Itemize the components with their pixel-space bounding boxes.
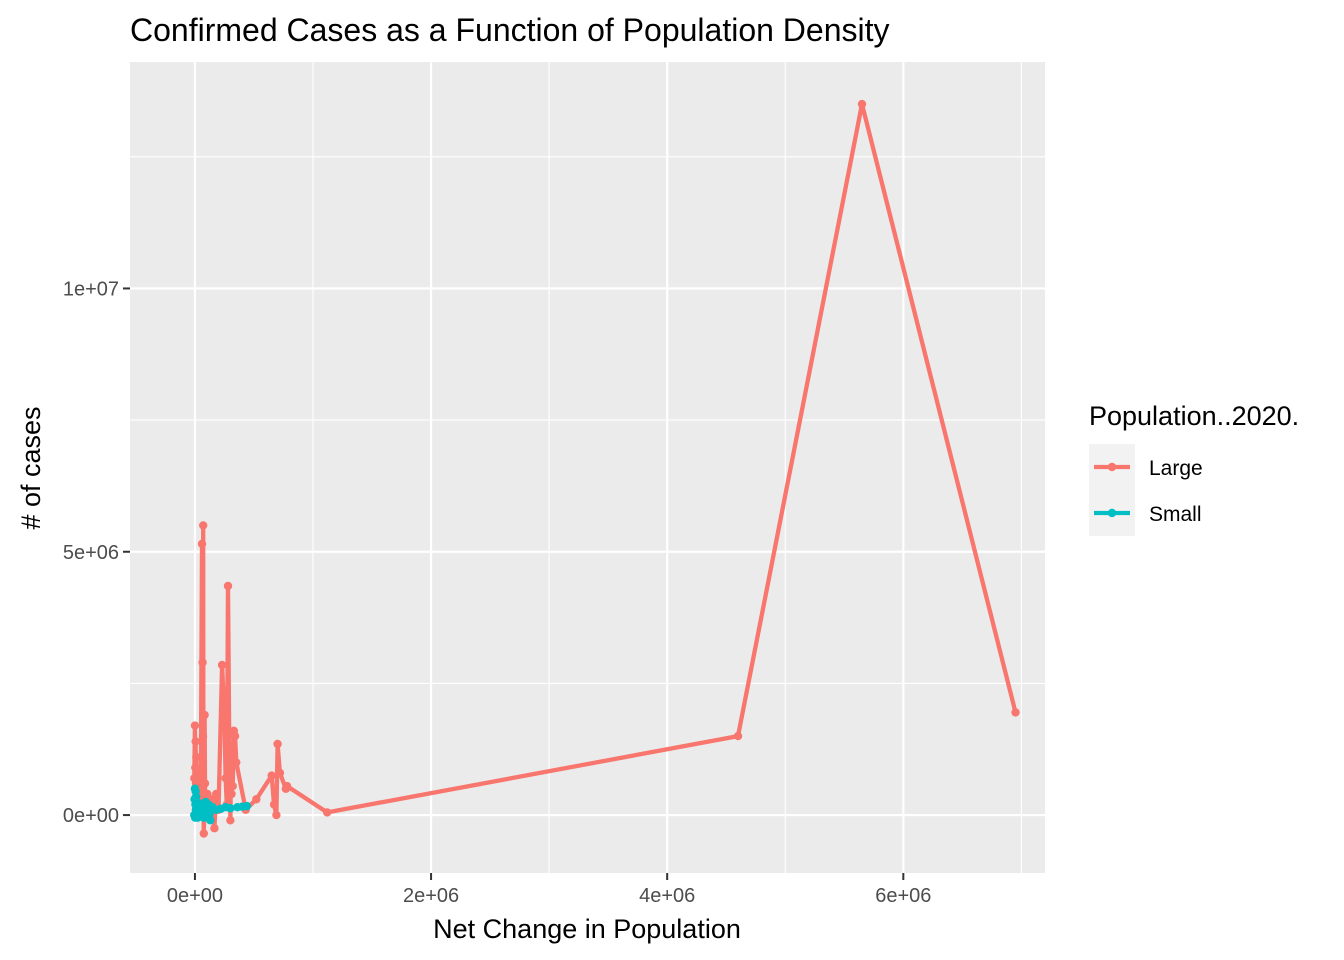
data-point: [211, 789, 221, 799]
legend-label: Large: [1149, 457, 1203, 480]
y-tick-label: 5e+06: [63, 542, 119, 564]
y-axis-title: # of cases: [16, 406, 46, 529]
data-point: [1011, 708, 1020, 717]
data-point: [273, 739, 282, 749]
data-point: [322, 808, 332, 817]
data-point: [206, 816, 215, 825]
legend-item-small: Small: [1089, 490, 1202, 536]
data-point: [192, 752, 201, 762]
grid-lines: [130, 62, 1045, 873]
data-point: [282, 781, 292, 791]
data-point: [221, 774, 230, 783]
data-point: [226, 804, 235, 813]
data-point: [269, 800, 279, 809]
data-point: [275, 768, 285, 778]
data-point: [267, 771, 276, 780]
legend-keys: Large Small: [1089, 444, 1203, 536]
data-point: [230, 731, 240, 741]
chart-title: Confirmed Cases as a Function of Populat…: [130, 12, 890, 48]
series-layer: [190, 99, 1020, 838]
data-point: [272, 810, 281, 820]
legend-title: Population..2020.: [1089, 401, 1299, 431]
data-point: [197, 539, 207, 549]
x-tick-label: 4e+06: [639, 885, 695, 907]
data-point: [198, 658, 207, 667]
data-point: [191, 737, 200, 746]
data-point: [252, 795, 261, 804]
data-point: [857, 99, 867, 109]
x-axis-title: Net Change in Population: [433, 914, 741, 944]
x-tick-label: 6e+06: [875, 885, 931, 907]
legend: Population..2020. Large Small: [1089, 401, 1299, 536]
data-point: [190, 721, 200, 730]
axes: 0e+00 2e+06 4e+06 6e+06 0e+00 5e+06 1e+07: [63, 278, 932, 907]
data-point: [200, 710, 209, 720]
data-point: [227, 747, 237, 757]
legend-key-point: [1107, 508, 1117, 518]
data-point: [228, 781, 237, 791]
data-point: [223, 581, 233, 591]
data-point: [242, 801, 252, 811]
data-point: [226, 763, 236, 772]
data-point: [733, 731, 743, 741]
series-small: [190, 784, 252, 825]
data-point: [203, 808, 212, 817]
plot-panel: [130, 62, 1045, 873]
data-point: [192, 768, 202, 778]
data-point: [217, 660, 227, 670]
legend-label: Small: [1149, 503, 1202, 526]
data-point: [200, 779, 210, 788]
data-point: [220, 716, 229, 725]
data-point: [199, 829, 208, 838]
data-point: [232, 758, 241, 767]
data-point: [199, 521, 208, 530]
data-point: [210, 824, 219, 833]
x-tick-label: 0e+00: [167, 885, 223, 907]
legend-item-large: Large: [1089, 444, 1203, 490]
data-point: [198, 731, 208, 741]
data-point: [227, 789, 236, 799]
legend-key-point: [1107, 462, 1117, 472]
y-tick-label: 0e+00: [63, 805, 119, 827]
y-tick-label: 1e+07: [63, 278, 119, 300]
x-tick-label: 2e+06: [403, 885, 459, 907]
data-point: [226, 816, 235, 825]
